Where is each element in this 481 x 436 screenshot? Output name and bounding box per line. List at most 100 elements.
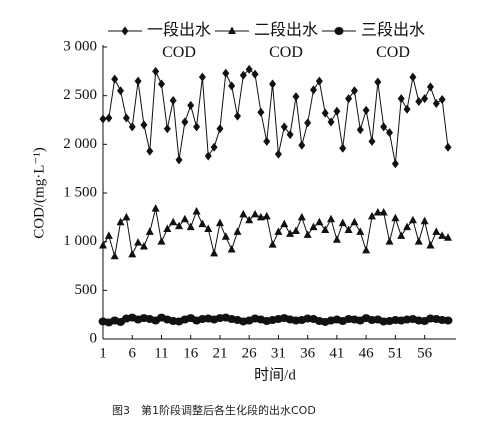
marker-triangle: [338, 218, 347, 227]
x-axis-label: 时间/d: [254, 366, 296, 383]
marker-triangle: [344, 225, 353, 233]
marker-diamond: [105, 113, 113, 123]
marker-triangle: [116, 217, 125, 226]
marker-triangle: [239, 209, 248, 218]
marker-triangle: [175, 221, 184, 230]
marker-circle: [443, 316, 453, 325]
marker-diamond: [99, 114, 107, 124]
marker-diamond: [121, 26, 129, 36]
x-tick-label: 1: [99, 345, 107, 361]
marker-triangle: [444, 233, 452, 241]
marker-triangle: [321, 225, 330, 233]
marker-diamond: [339, 143, 347, 153]
marker-triangle: [204, 224, 213, 233]
marker-diamond: [292, 92, 300, 102]
legend-label: 三段出水 COD: [360, 22, 425, 61]
marker-diamond: [432, 98, 440, 108]
marker-triangle: [251, 209, 260, 218]
marker-triangle: [210, 248, 219, 257]
marker-diamond: [233, 111, 241, 121]
x-tick-label: 31: [271, 345, 286, 361]
x-tick-label: 21: [212, 345, 227, 361]
legend-label: 一段出水 COD: [146, 22, 211, 61]
marker-triangle: [180, 214, 189, 223]
y-tick-label: 500: [75, 282, 98, 298]
marker-triangle: [367, 211, 376, 220]
marker-diamond: [239, 70, 247, 80]
marker-diamond: [257, 107, 265, 117]
marker-triangle: [198, 219, 207, 228]
marker-triangle: [315, 217, 324, 226]
marker-triangle: [157, 237, 166, 245]
marker-triangle: [438, 231, 447, 239]
x-tick-label: 36: [300, 345, 316, 361]
marker-triangle: [385, 237, 394, 245]
marker-circle: [334, 27, 344, 35]
marker-diamond: [140, 120, 148, 130]
marker-diamond: [286, 130, 294, 140]
marker-diamond: [204, 151, 212, 161]
marker-diamond: [274, 149, 282, 159]
marker-diamond: [380, 122, 388, 132]
marker-triangle: [268, 240, 277, 248]
marker-diamond: [438, 95, 446, 105]
marker-diamond: [368, 136, 376, 146]
y-tick-label: 3 000: [63, 38, 97, 54]
marker-triangle: [414, 237, 423, 245]
x-tick-label: 26: [242, 345, 258, 361]
marker-triangle: [403, 222, 412, 231]
marker-triangle: [286, 229, 295, 237]
marker-diamond: [444, 142, 452, 152]
y-tick-label: 2 500: [63, 87, 97, 103]
x-tick-label: 56: [417, 345, 433, 361]
x-tick-label: 46: [359, 345, 375, 361]
marker-triangle: [163, 224, 172, 233]
marker-diamond: [216, 124, 224, 134]
marker-diamond: [386, 128, 394, 138]
marker-triangle: [274, 227, 283, 235]
marker-diamond: [350, 86, 358, 96]
marker-diamond: [117, 86, 125, 96]
marker-diamond: [269, 79, 277, 89]
marker-diamond: [280, 122, 288, 132]
marker-diamond: [157, 79, 165, 89]
marker-triangle: [297, 212, 306, 221]
marker-triangle: [303, 230, 312, 238]
marker-triangle: [145, 227, 154, 235]
marker-triangle: [262, 211, 271, 220]
marker-triangle: [186, 222, 195, 231]
marker-triangle: [280, 219, 289, 228]
marker-diamond: [421, 94, 429, 104]
marker-triangle: [139, 242, 148, 250]
marker-triangle: [245, 215, 254, 224]
marker-diamond: [321, 108, 329, 118]
marker-triangle: [350, 217, 359, 226]
marker-triangle: [122, 212, 131, 221]
marker-diamond: [333, 106, 341, 116]
marker-diamond: [193, 122, 201, 132]
marker-diamond: [146, 146, 154, 156]
marker-triangle: [215, 218, 224, 227]
y-axis-label: COD/(mg·L⁻¹): [31, 147, 47, 239]
x-tick-label: 6: [128, 345, 136, 361]
marker-triangle: [426, 241, 435, 249]
x-tick-label: 11: [154, 345, 168, 361]
marker-diamond: [222, 68, 230, 78]
marker-diamond: [111, 74, 119, 84]
y-tick-label: 1 500: [63, 184, 97, 200]
marker-diamond: [128, 122, 136, 132]
marker-diamond: [152, 66, 160, 76]
marker-diamond: [415, 97, 423, 107]
marker-triangle: [432, 227, 441, 235]
y-tick-label: 0: [90, 330, 98, 346]
marker-triangle: [373, 207, 382, 216]
marker-triangle: [110, 251, 119, 260]
marker-diamond: [169, 96, 177, 106]
marker-triangle: [379, 207, 388, 216]
x-tick-label: 16: [183, 345, 199, 361]
marker-triangle: [408, 215, 417, 224]
marker-diamond: [362, 105, 370, 115]
marker-triangle: [362, 245, 371, 254]
marker-diamond: [263, 136, 271, 146]
marker-diamond: [327, 117, 335, 127]
